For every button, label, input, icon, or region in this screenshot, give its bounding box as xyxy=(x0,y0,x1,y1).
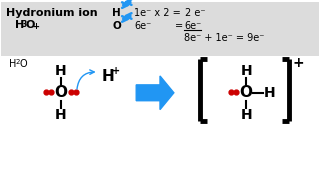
Text: H: H xyxy=(240,108,252,122)
Text: O: O xyxy=(19,59,27,69)
Text: 2 e⁻: 2 e⁻ xyxy=(185,8,205,18)
FancyBboxPatch shape xyxy=(1,56,319,180)
Text: =: = xyxy=(175,21,183,31)
Text: O: O xyxy=(54,85,68,100)
Text: 8e⁻ + 1e⁻ = 9e⁻: 8e⁻ + 1e⁻ = 9e⁻ xyxy=(184,33,264,43)
Text: 1e⁻ x 2 =: 1e⁻ x 2 = xyxy=(134,8,181,18)
Text: 6e⁻: 6e⁻ xyxy=(185,21,202,31)
Text: +: + xyxy=(293,56,304,70)
Text: O: O xyxy=(25,21,35,30)
Text: H: H xyxy=(9,59,17,69)
Polygon shape xyxy=(136,76,174,110)
Text: H: H xyxy=(102,69,115,84)
Text: +: + xyxy=(32,22,39,32)
Text: H: H xyxy=(264,86,276,100)
FancyArrowPatch shape xyxy=(77,70,94,89)
Text: H: H xyxy=(15,21,25,30)
Text: H: H xyxy=(112,8,121,18)
Text: 3: 3 xyxy=(21,21,27,30)
Text: H: H xyxy=(55,64,67,78)
Text: Hydronium ion: Hydronium ion xyxy=(6,8,98,18)
FancyBboxPatch shape xyxy=(1,2,319,56)
Text: O: O xyxy=(112,21,121,31)
Text: 6e⁻: 6e⁻ xyxy=(134,21,151,31)
Text: +: + xyxy=(112,66,120,76)
Text: O: O xyxy=(240,85,253,100)
Text: H: H xyxy=(240,64,252,78)
Text: H: H xyxy=(55,108,67,122)
Text: 2: 2 xyxy=(15,59,20,65)
